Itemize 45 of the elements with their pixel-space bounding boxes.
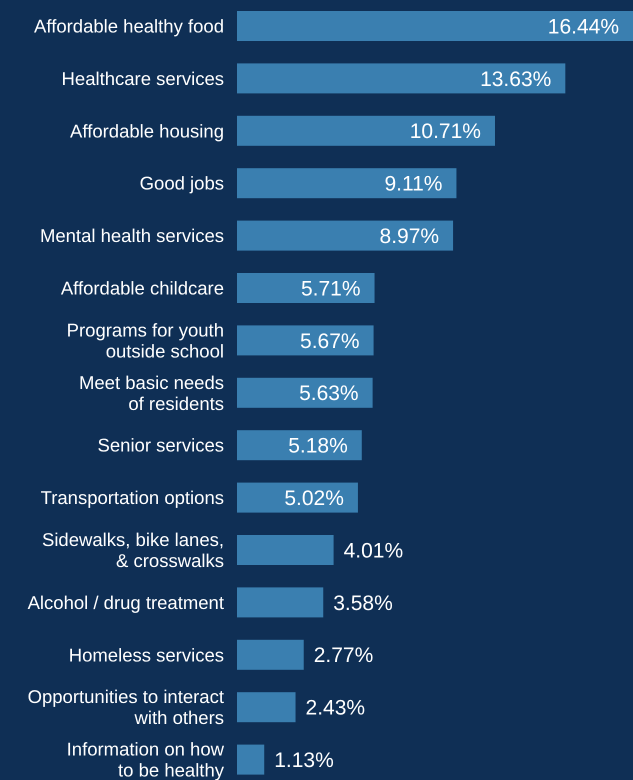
data-label: 13.63% <box>480 68 552 91</box>
y-tick-label: Good jobs <box>140 172 224 194</box>
bar <box>237 168 456 198</box>
data-label: 8.97% <box>380 224 440 248</box>
bar <box>237 692 296 722</box>
y-tick-label: Sidewalks, bike lanes, & crosswalks <box>42 528 224 571</box>
data-label: 9.11% <box>384 172 442 196</box>
data-label: 5.63% <box>299 382 359 406</box>
bar <box>237 535 334 565</box>
y-tick-label: Affordable housing <box>70 120 224 142</box>
y-tick-label: Alcohol / drug treatment <box>28 592 224 613</box>
y-tick-label: Information on how to be healthy <box>66 738 225 780</box>
y-tick-label: Mental health services <box>40 225 224 246</box>
bar <box>237 744 264 775</box>
bar <box>237 430 362 460</box>
bar <box>237 325 374 356</box>
data-label: 1.13% <box>274 748 334 772</box>
y-tick-label: Healthcare services <box>62 68 224 89</box>
data-label: 4.01% <box>344 539 404 562</box>
data-label: 2.43% <box>306 696 366 720</box>
data-label: 5.67% <box>300 330 360 353</box>
bar <box>237 640 304 670</box>
y-tick-label: Affordable healthy food <box>34 15 224 36</box>
y-tick-label: Senior services <box>98 434 224 456</box>
bar <box>237 378 373 408</box>
data-label: 5.71% <box>300 277 361 300</box>
y-tick-label: Affordable childcare <box>60 277 224 298</box>
y-tick-label: Programs for youth outside school <box>66 319 224 362</box>
bar <box>237 63 566 94</box>
bar <box>237 482 358 513</box>
y-tick-label: Meet basic needs of residents <box>78 372 224 414</box>
y-tick-label: Opportunities to interact with others <box>28 686 224 728</box>
bar <box>237 220 454 251</box>
y-tick-label: Homeless services <box>68 644 224 666</box>
data-label: 3.58% <box>333 592 393 615</box>
bar <box>237 116 495 146</box>
data-label: 16.44% <box>548 15 619 38</box>
bar <box>237 11 633 41</box>
data-label: 2.77% <box>314 644 374 668</box>
bar <box>237 273 375 303</box>
data-label: 10.71% <box>410 120 481 144</box>
y-tick-label: Transportation options <box>40 487 224 508</box>
data-label: 5.18% <box>288 434 348 458</box>
bar <box>237 587 324 618</box>
data-label: 5.02% <box>284 486 344 510</box>
